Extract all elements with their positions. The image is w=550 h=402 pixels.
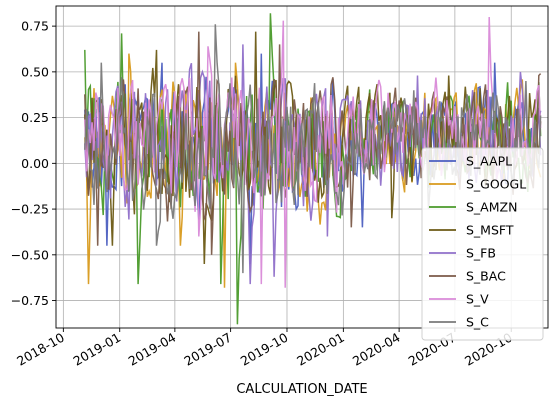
legend-label: S_V xyxy=(466,292,489,307)
legend-label: S_BAC xyxy=(466,269,506,284)
legend-label: S_AMZN xyxy=(466,200,517,215)
x-tick-label: 2018-10 xyxy=(14,330,67,369)
plot-frame xyxy=(55,5,549,329)
series-line-s_c xyxy=(84,24,542,274)
x-tick-label: 2019-07 xyxy=(181,330,234,369)
y-tick-label: −0.25 xyxy=(11,202,49,217)
legend-label: S_FB xyxy=(466,246,496,261)
x-tick-label: 2019-10 xyxy=(238,330,291,369)
x-axis-label: CALCULATION_DATE xyxy=(236,382,367,397)
y-tick-label: 0.00 xyxy=(21,156,49,171)
y-tick-label: −0.50 xyxy=(11,247,49,262)
legend-label: S_GOOGL xyxy=(466,177,526,192)
x-tick-label: 2019-04 xyxy=(126,330,179,369)
legend: S_AAPL S_GOOGL S_AMZN S_MSFT S_FB S_BAC S_V S_C xyxy=(421,147,544,341)
legend-label: S_MSFT xyxy=(466,223,514,238)
legend-label: S_AAPL xyxy=(466,154,512,169)
legend-box xyxy=(421,147,544,341)
x-tick-label: 2020-04 xyxy=(350,330,403,369)
x-tick-label: 2019-01 xyxy=(70,330,123,369)
x-tick-label: 2020-01 xyxy=(294,330,347,369)
legend-label: S_C xyxy=(466,315,489,330)
y-tick-label: −0.75 xyxy=(11,293,49,308)
y-tick-label: 0.50 xyxy=(21,64,49,79)
y-tick-label: 0.75 xyxy=(21,19,49,34)
y-tick-label: 0.25 xyxy=(21,110,49,125)
y-axis: 0.75 0.50 0.25 0.00 −0.25 −0.50 −0.75 xyxy=(11,19,56,308)
